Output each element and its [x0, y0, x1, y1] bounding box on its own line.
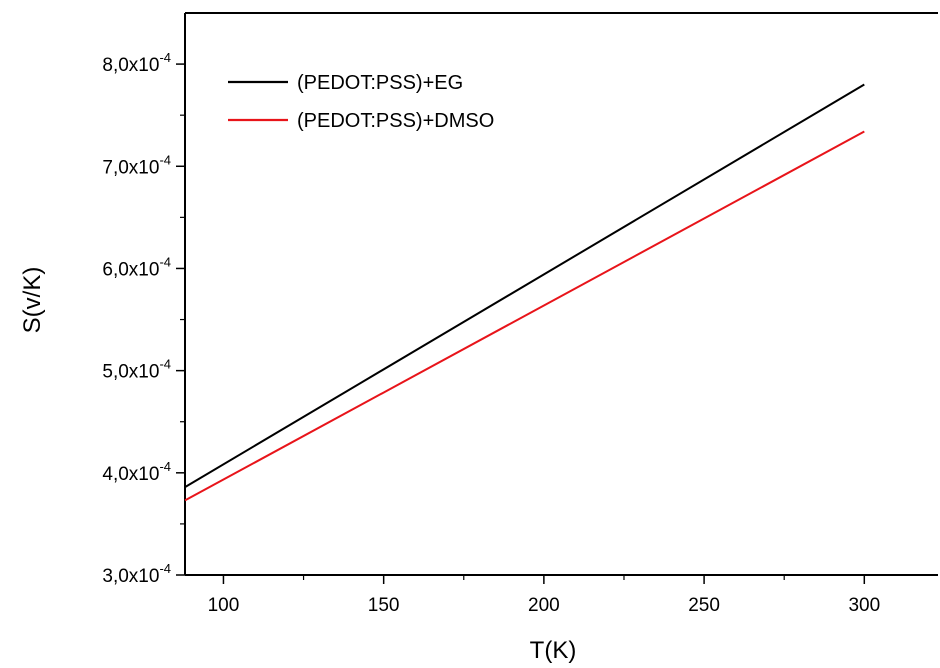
series-line-2: [184, 130, 865, 502]
legend-label-2: (PEDOT:PSS)+DMSO: [297, 110, 494, 132]
series-group: [184, 83, 865, 502]
y-tick-mantissa: 6,0x10: [102, 259, 159, 280]
y-tick-label: 3,0x10-4: [102, 561, 171, 587]
legend-label-1: (PEDOT:PSS)+EG: [297, 72, 463, 94]
y-tick-exponent: -4: [159, 152, 171, 167]
y-tick-exponent: -4: [159, 50, 171, 65]
y-tick-exponent: -4: [159, 254, 171, 269]
series-line-1: [184, 83, 865, 488]
ticks: [176, 63, 866, 584]
x-axis-title: T(K): [530, 637, 577, 664]
y-tick-mantissa: 7,0x10: [102, 157, 159, 178]
y-tick-mantissa: 5,0x10: [102, 362, 159, 383]
axes: [184, 12, 938, 576]
x-tick-label: 150: [368, 595, 400, 616]
y-tick-exponent: -4: [159, 561, 171, 576]
y-tick-exponent: -4: [159, 459, 171, 474]
legend: (PEDOT:PSS)+EG (PEDOT:PSS)+DMSO: [228, 72, 494, 132]
x-tick-label: 200: [528, 595, 560, 616]
tick-labels: 100 150 200 250 3003,0x10-44,0x10-45,0x10-46…: [102, 50, 880, 616]
y-tick-mantissa: 4,0x10: [102, 464, 159, 485]
y-tick-label: 6,0x10-4: [102, 254, 171, 280]
y-tick-mantissa: 3,0x10: [102, 566, 159, 587]
x-tick-label: 300: [848, 595, 880, 616]
y-tick-label: 4,0x10-4: [102, 459, 171, 485]
y-tick-label: 8,0x10-4: [102, 50, 171, 76]
y-tick-exponent: -4: [159, 357, 171, 372]
y-tick-mantissa: 8,0x10: [102, 55, 159, 76]
y-tick-label: 5,0x10-4: [102, 357, 171, 383]
x-tick-label: 250: [688, 595, 720, 616]
x-tick-label: 100: [208, 595, 240, 616]
y-tick-label: 7,0x10-4: [102, 152, 171, 178]
y-axis-title: S(v/K): [19, 267, 46, 334]
